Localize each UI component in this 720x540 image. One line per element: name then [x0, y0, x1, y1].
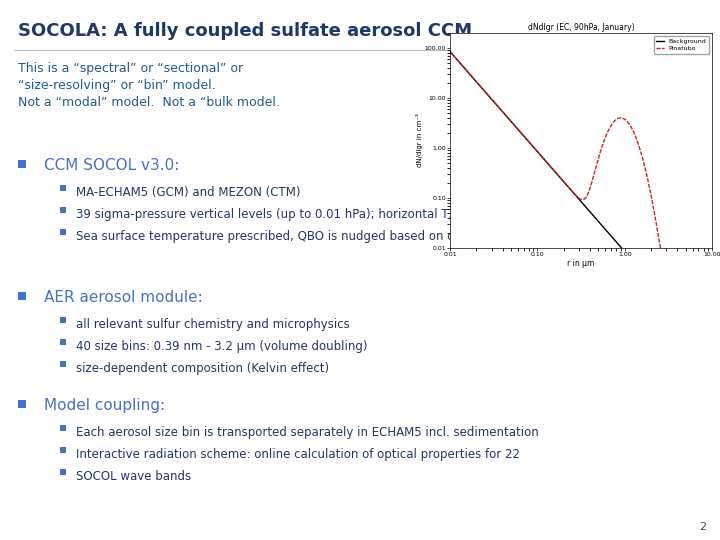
Text: MA-ECHAM5 (GCM) and MEZON (CTM): MA-ECHAM5 (GCM) and MEZON (CTM): [76, 186, 300, 199]
Background: [446, 49, 454, 55]
Text: CCM SOCOL v3.0:: CCM SOCOL v3.0:: [44, 158, 179, 173]
Pinatubo: [552, 170, 560, 176]
Bar: [60, 447, 66, 453]
Y-axis label: dN/dlgr in cm⁻³: dN/dlgr in cm⁻³: [416, 113, 423, 167]
Text: all relevant sulfur chemistry and microphysics: all relevant sulfur chemistry and microp…: [76, 318, 350, 331]
Text: Sea surface temperature prescribed, QBO is nudged based on observations: Sea surface temperature prescribed, QBO …: [76, 230, 523, 243]
Text: SOCOLA: A fully coupled sulfate aerosol CCM: SOCOLA: A fully coupled sulfate aerosol …: [18, 22, 472, 40]
Background: [668, 247, 677, 253]
Background: [578, 200, 587, 207]
Background: [663, 247, 672, 253]
Bar: [60, 185, 66, 191]
Text: AER aerosol module:: AER aerosol module:: [44, 290, 203, 305]
X-axis label: r in μm: r in μm: [567, 259, 595, 267]
Pinatubo: [553, 171, 562, 178]
Pinatubo: [657, 247, 665, 253]
Pinatubo: [668, 247, 677, 253]
Text: This is a “spectral” or “sectional” or: This is a “spectral” or “sectional” or: [18, 62, 243, 75]
Text: Model coupling:: Model coupling:: [44, 398, 165, 413]
Line: Background: Background: [450, 52, 672, 250]
Text: “size-resolving” or “bin” model.: “size-resolving” or “bin” model.: [18, 79, 215, 92]
Background: [553, 171, 562, 178]
Background: [629, 247, 637, 253]
Background: [619, 247, 628, 253]
Text: Each aerosol size bin is transported separately in ECHAM5 incl. sedimentation: Each aerosol size bin is transported sep…: [76, 426, 539, 439]
Text: Interactive radiation scheme: online calculation of optical properties for 22: Interactive radiation scheme: online cal…: [76, 448, 520, 461]
Text: 2: 2: [699, 522, 706, 532]
Background: [552, 170, 560, 176]
Bar: [18, 292, 26, 300]
Text: 39 sigma-pressure vertical levels (up to 0.01 hPa); horizontal T31 or T42: 39 sigma-pressure vertical levels (up to…: [76, 208, 505, 221]
Text: size-dependent composition (Kelvin effect): size-dependent composition (Kelvin effec…: [76, 362, 329, 375]
Bar: [18, 400, 26, 408]
Pinatubo: [446, 49, 454, 55]
Bar: [60, 339, 66, 345]
Background: [566, 186, 575, 193]
Line: Pinatubo: Pinatubo: [450, 52, 672, 250]
Bar: [60, 361, 66, 367]
Pinatubo: [566, 186, 575, 193]
Title: dNdlgr (EC, 90hPa, January): dNdlgr (EC, 90hPa, January): [528, 23, 634, 32]
Bar: [60, 207, 66, 213]
Bar: [60, 425, 66, 431]
Bar: [60, 317, 66, 323]
Pinatubo: [629, 126, 637, 133]
Pinatubo: [663, 247, 672, 253]
Legend: Background, Pinatubo: Background, Pinatubo: [654, 36, 709, 54]
Bar: [60, 229, 66, 235]
Text: 40 size bins: 0.39 nm - 3.2 μm (volume doubling): 40 size bins: 0.39 nm - 3.2 μm (volume d…: [76, 340, 367, 353]
Pinatubo: [578, 197, 587, 203]
Text: SOCOL wave bands: SOCOL wave bands: [76, 470, 191, 483]
Text: Not a “modal” model.  Not a “bulk model.: Not a “modal” model. Not a “bulk model.: [18, 96, 280, 109]
Bar: [18, 160, 26, 168]
Bar: [60, 469, 66, 475]
